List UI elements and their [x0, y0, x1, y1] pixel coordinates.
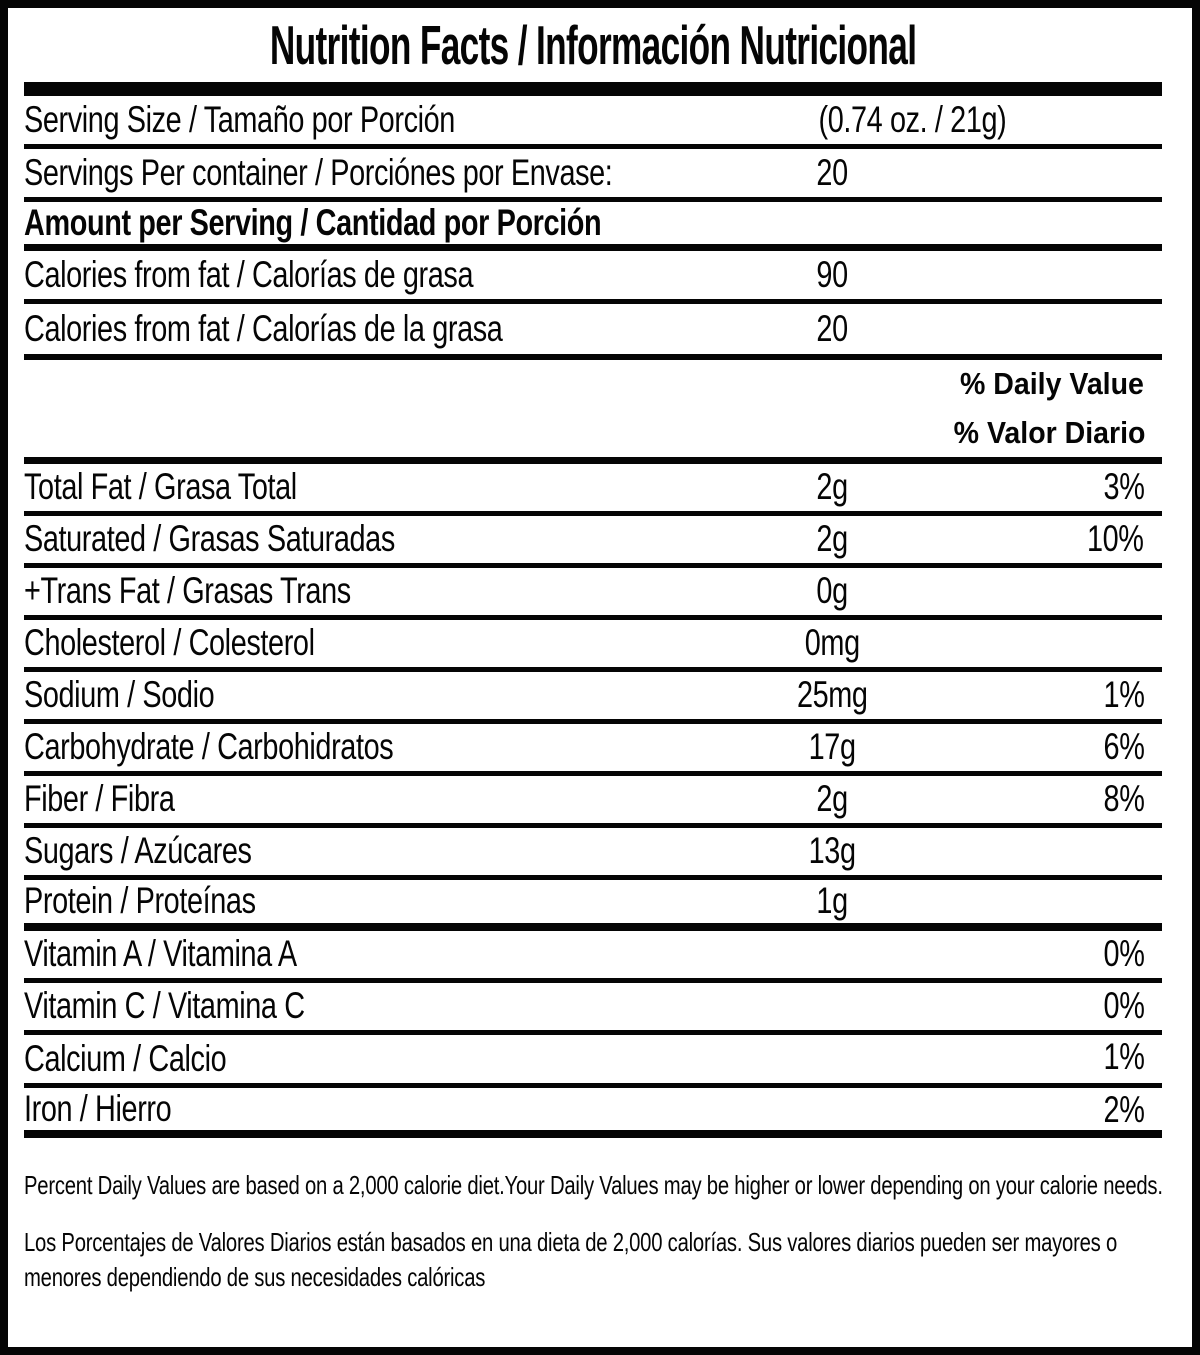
nutrient-daily-value: 3% — [1103, 466, 1144, 508]
nutrient-label: Protein / Proteínas — [24, 880, 256, 922]
serving-size-value: (0.74 oz. / 21g) — [818, 98, 1006, 140]
nutrient-amount: 1g — [816, 880, 848, 922]
footnote-gap — [24, 1203, 1162, 1225]
amount-per-serving-heading: Amount per Serving / Cantidad por Porció… — [24, 201, 602, 243]
nutrient-amount: 17g — [808, 726, 856, 768]
nutrient-label: Carbohydrate / Carbohidratos — [24, 726, 394, 768]
nutrient-daily-value: 8% — [1103, 778, 1144, 820]
nutrient-row-carbohydrate: Carbohydrate / Carbohidratos 17g 6% — [24, 724, 1162, 776]
vitamin-daily-value: 0% — [1103, 985, 1144, 1027]
servings-per-container-value: 20 — [816, 151, 848, 193]
nutrient-label: Saturated / Grasas Saturadas — [24, 518, 395, 560]
calories-from-fat-value: 20 — [816, 307, 848, 349]
daily-value-heading-en-row: % Daily Value — [24, 360, 1162, 409]
nutrient-daily-value: 1% — [1103, 674, 1144, 716]
label-title: Nutrition Facts / Información Nutriciona… — [269, 13, 917, 76]
nutrient-label: Sodium / Sodio — [24, 674, 215, 716]
nutrient-amount: 25mg — [796, 674, 868, 716]
footnote-en: Percent Daily Values are based on a 2,00… — [24, 1170, 1163, 1200]
nutrient-label: Sugars / Azúcares — [24, 830, 252, 872]
vitamin-row-vitamin-c: Vitamin C / Vitamina C 0% — [24, 983, 1162, 1035]
nutrient-daily-value: 10% — [1087, 518, 1144, 560]
nutrient-amount: 13g — [808, 830, 856, 872]
nutrient-label: Fiber / Fibra — [24, 778, 175, 820]
nutrient-amount: 2g — [816, 466, 848, 508]
nutrient-label: Cholesterol / Colesterol — [24, 622, 315, 664]
vitamin-daily-value: 2% — [1103, 1089, 1144, 1130]
nutrient-amount: 0g — [816, 570, 848, 612]
vitamin-daily-value: 1% — [1103, 1036, 1144, 1077]
calories-from-fat-label: Calories from fat / Calorías de la grasa — [24, 307, 503, 349]
nutrient-daily-value: 6% — [1103, 726, 1144, 768]
nutrient-row-cholesterol: Cholesterol / Colesterol 0mg — [24, 620, 1162, 672]
nutrient-amount: 2g — [816, 778, 848, 820]
amount-per-serving-heading-row: Amount per Serving / Cantidad por Porció… — [24, 202, 1162, 251]
calories-value: 90 — [816, 253, 848, 295]
nutrient-label: +Trans Fat / Grasas Trans — [24, 570, 351, 612]
nutrient-row-total-fat: Total Fat / Grasa Total 2g 3% — [24, 464, 1162, 516]
footnotes: Percent Daily Values are based on a 2,00… — [24, 1168, 1163, 1295]
vitamin-label: Vitamin C / Vitamina C — [24, 985, 305, 1027]
nutrient-row-protein: Protein / Proteínas 1g — [24, 880, 1162, 931]
vitamin-label: Iron / Hierro — [24, 1087, 172, 1129]
vitamin-row-calcium: Calcium / Calcio 1% — [24, 1035, 1162, 1088]
servings-per-container-label: Servings Per container / Porciónes por E… — [24, 151, 613, 193]
nutrient-row-trans-fat: +Trans Fat / Grasas Trans 0g — [24, 568, 1162, 620]
serving-size-row: Serving Size / Tamaño por Porción (0.74 … — [24, 96, 1162, 149]
servings-per-container-row: Servings Per container / Porciónes por E… — [24, 149, 1162, 202]
nutrient-row-fiber: Fiber / Fibra 2g 8% — [24, 776, 1162, 828]
vitamin-row-iron: Iron / Hierro 2% — [24, 1088, 1162, 1138]
footnote-es: Los Porcentajes de Valores Diarios están… — [24, 1227, 1118, 1292]
vitamin-row-vitamin-a: Vitamin A / Vitamina A 0% — [24, 931, 1162, 983]
calories-label: Calories from fat / Calorías de grasa — [24, 253, 474, 295]
vitamin-label: Calcium / Calcio — [24, 1037, 227, 1079]
title-area: Nutrition Facts / Información Nutriciona… — [24, 8, 1162, 82]
daily-value-heading-en: % Daily Value — [960, 366, 1144, 402]
calories-row: Calories from fat / Calorías de grasa 90 — [24, 251, 1162, 304]
vitamin-daily-value: 0% — [1103, 933, 1144, 975]
nutrient-row-sugars: Sugars / Azúcares 13g — [24, 828, 1162, 880]
nutrient-label: Total Fat / Grasa Total — [24, 466, 297, 508]
daily-value-heading-es-row: % Valor Diario — [24, 409, 1162, 464]
nutrient-row-saturated-fat: Saturated / Grasas Saturadas 2g 10% — [24, 516, 1162, 568]
title-divider-bar — [24, 82, 1162, 96]
daily-value-heading-es: % Valor Diario — [953, 414, 1146, 450]
vitamin-label: Vitamin A / Vitamina A — [24, 933, 297, 975]
nutrient-row-sodium: Sodium / Sodio 25mg 1% — [24, 672, 1162, 724]
nutrient-amount: 0mg — [804, 622, 860, 664]
serving-size-label: Serving Size / Tamaño por Porción — [24, 98, 455, 140]
calories-from-fat-row: Calories from fat / Calorías de la grasa… — [24, 304, 1162, 360]
nutrient-amount: 2g — [816, 518, 848, 560]
